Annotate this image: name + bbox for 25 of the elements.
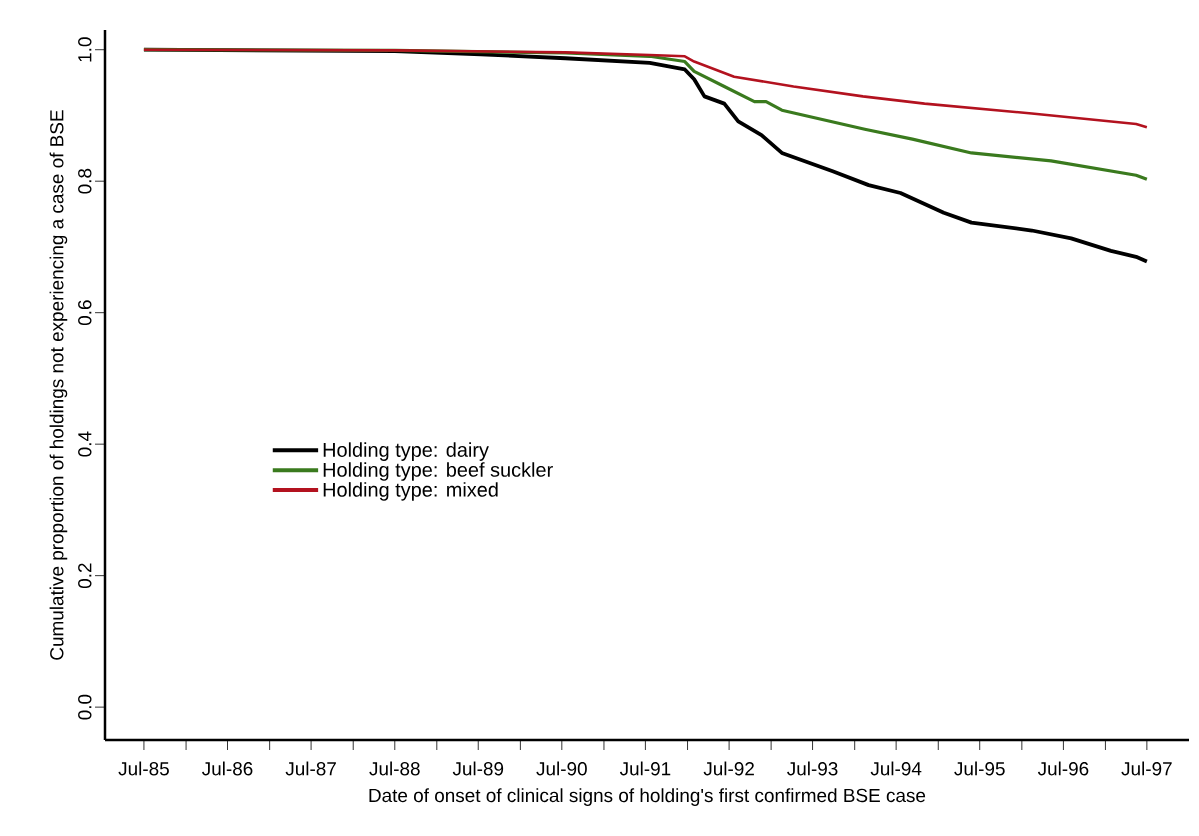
y-tick-label: 0.6 [78, 300, 92, 326]
x-axis-title: Date of onset of clinical signs of holding's first confirmed BSE case [369, 788, 926, 806]
x-tick-label: Jul-92 [703, 761, 754, 776]
x-tick-label: Jul-93 [787, 761, 838, 776]
x-tick-label: Jul-85 [118, 761, 169, 776]
y-tick-label: 1.0 [78, 37, 92, 62]
x-tick-label: Jul-91 [619, 761, 671, 776]
x-tick-label: Jul-88 [369, 761, 420, 776]
line-series [142, 48, 1149, 129]
x-tick-label: Jul-87 [285, 761, 336, 776]
x-tick-label: Jul-86 [202, 761, 253, 776]
y-tick-label: 0.8 [78, 168, 92, 194]
x-tick-label: Jul-97 [1121, 761, 1172, 776]
x-tick-label: Jul-90 [536, 761, 587, 776]
y-axis-title: Cumulative proportion of holdings not experiencing a case of BSE [49, 110, 68, 660]
legend-label: Holding type: beef suckler [323, 462, 553, 481]
x-tick-label: Jul-95 [954, 761, 1005, 776]
x-tick-label: Jul-96 [1037, 761, 1089, 776]
legend-label: Holding type: mixed [323, 482, 498, 501]
y-tick-label: 0.0 [78, 694, 92, 720]
x-tick-label: Jul-94 [870, 761, 922, 776]
y-tick-label: 0.4 [78, 431, 92, 457]
y-tick-label: 0.2 [78, 563, 92, 589]
x-tick-label: Jul-89 [452, 761, 504, 776]
legend-label: Holding type: dairy [323, 442, 489, 461]
